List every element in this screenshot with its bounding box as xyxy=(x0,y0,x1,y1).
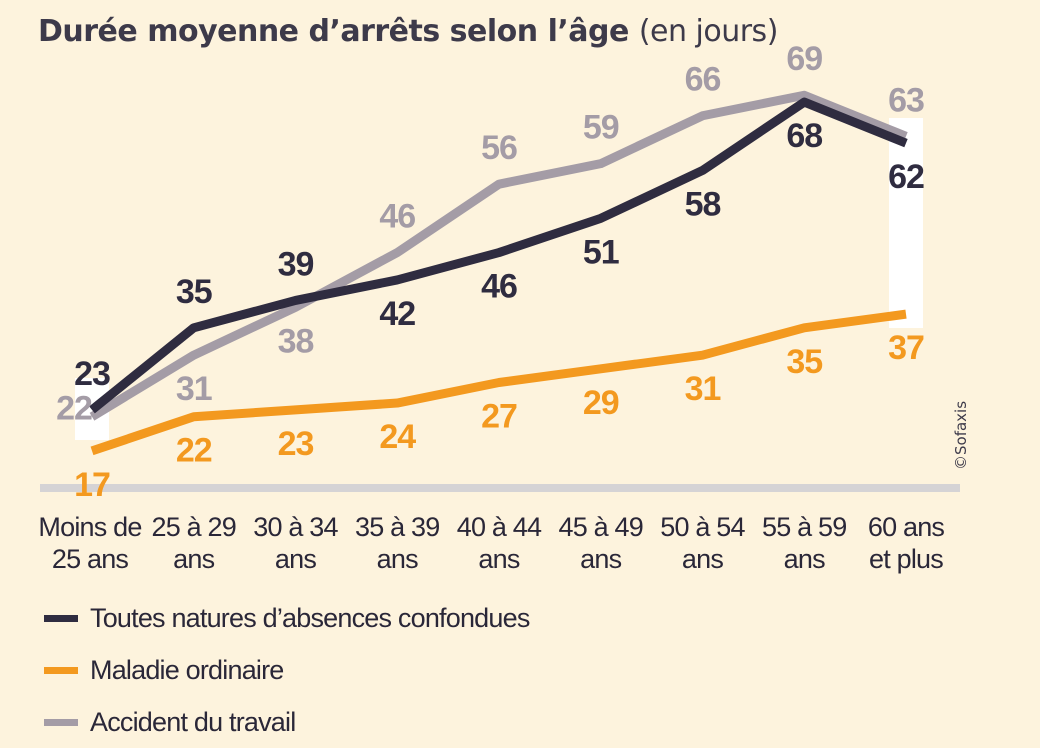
x-axis-band xyxy=(40,484,960,492)
chart-title-unit: (en jours) xyxy=(638,14,779,49)
legend-label: Accident du travail xyxy=(90,706,296,737)
legend-swatch xyxy=(44,718,78,726)
legend-swatch xyxy=(44,666,78,674)
value-label-toutes-natures-d-absences-confondues: 58 xyxy=(685,185,721,223)
line-chart: 1723222235312339382446422756462959513166… xyxy=(38,40,960,574)
value-label-maladie-ordinaire: 37 xyxy=(888,329,924,367)
series-line-accident-du-travail xyxy=(89,90,908,421)
value-label-toutes-natures-d-absences-confondues: 46 xyxy=(481,268,517,306)
legend: Toutes natures d’absences confondues Mala… xyxy=(44,592,530,748)
legend-item-toutes-natures-d-absences-confondues: Toutes natures d’absences confondues xyxy=(44,592,530,644)
value-label-maladie-ordinaire: 35 xyxy=(786,343,822,381)
value-label-accident-du-travail: 22 xyxy=(56,390,92,428)
x-tick-label: 35 à 39 ans xyxy=(355,512,439,574)
value-label-accident-du-travail: 31 xyxy=(176,370,212,408)
x-tick-label: 40 à 44 ans xyxy=(457,512,542,574)
value-label-maladie-ordinaire: 27 xyxy=(481,398,517,436)
legend-item-maladie-ordinaire: Maladie ordinaire xyxy=(44,644,530,696)
value-label-toutes-natures-d-absences-confondues: 51 xyxy=(583,233,619,271)
value-label-accident-du-travail: 63 xyxy=(888,81,924,119)
x-tick-label: 25 à 29 ans xyxy=(152,512,236,574)
value-label-accident-du-travail: 46 xyxy=(379,198,415,236)
value-label-accident-du-travail: 56 xyxy=(481,129,517,167)
value-label-accident-du-travail: 66 xyxy=(685,61,721,99)
value-label-maladie-ordinaire: 24 xyxy=(379,418,416,456)
value-label-maladie-ordinaire: 17 xyxy=(74,466,110,504)
chart-title: Durée moyenne d’arrêts selon l’âge (en jo… xyxy=(38,14,778,49)
series-lines xyxy=(89,90,908,456)
value-label-toutes-natures-d-absences-confondues: 62 xyxy=(888,158,924,196)
value-labels: 1723222235312339382446422756462959513166… xyxy=(56,40,925,504)
legend-swatch xyxy=(44,614,78,622)
value-label-toutes-natures-d-absences-confondues: 39 xyxy=(278,245,314,283)
x-tick-label: 30 à 34 ans xyxy=(253,512,338,574)
value-label-toutes-natures-d-absences-confondues: 42 xyxy=(379,295,415,333)
legend-label: Toutes natures d’absences confondues xyxy=(90,602,530,633)
value-label-maladie-ordinaire: 31 xyxy=(685,370,721,408)
value-label-maladie-ordinaire: 29 xyxy=(583,384,619,422)
value-label-maladie-ordinaire: 22 xyxy=(176,432,212,470)
x-tick-label: 45 à 49 ans xyxy=(559,512,643,574)
label-backdrop xyxy=(889,118,923,328)
value-label-toutes-natures-d-absences-confondues: 35 xyxy=(176,273,212,311)
credit-text: ©Sofaxis xyxy=(952,400,970,470)
value-label-accident-du-travail: 38 xyxy=(278,322,314,360)
x-tick-label: 55 à 59 ans xyxy=(762,512,846,574)
legend-item-accident-du-travail: Accident du travail xyxy=(44,696,530,748)
x-tick-label: 60 ans et plus xyxy=(868,512,945,574)
x-tick-label: 50 à 54 ans xyxy=(660,512,745,574)
value-label-toutes-natures-d-absences-confondues: 68 xyxy=(786,117,822,155)
value-label-toutes-natures-d-absences-confondues: 23 xyxy=(74,355,110,393)
value-label-accident-du-travail: 69 xyxy=(786,40,822,78)
value-label-maladie-ordinaire: 23 xyxy=(278,425,314,463)
legend-label: Maladie ordinaire xyxy=(90,654,284,685)
x-tick-label: Moins de 25 ans xyxy=(38,512,141,574)
series-line-toutes-natures-d-absences-confondues xyxy=(89,97,908,414)
series-line-maladie-ordinaire xyxy=(90,309,907,456)
chart-title-main: Durée moyenne d’arrêts selon l’âge xyxy=(38,14,629,49)
value-label-accident-du-travail: 59 xyxy=(583,109,619,147)
